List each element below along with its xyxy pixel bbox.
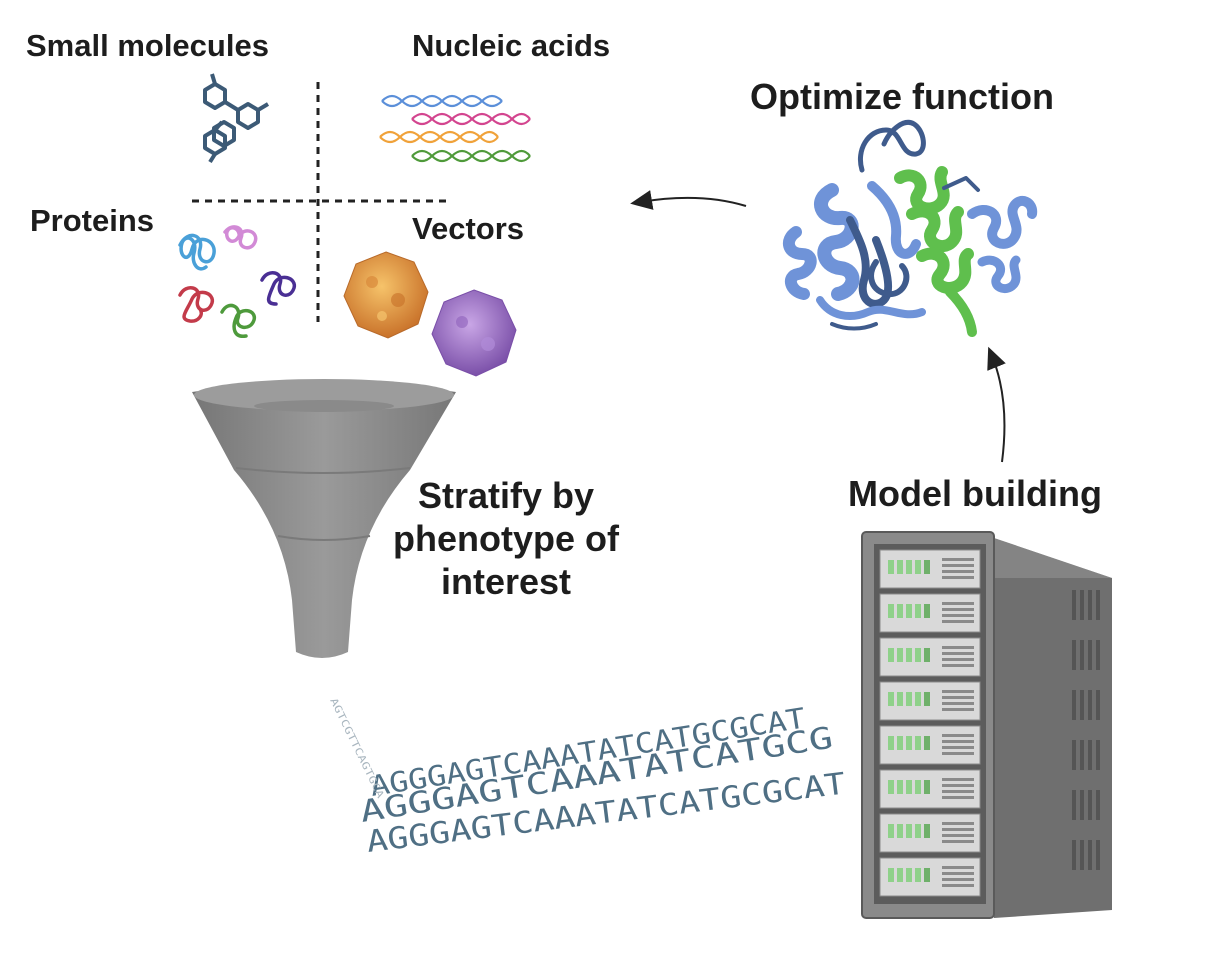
rack-vent [942, 752, 974, 755]
label-proteins: Proteins [30, 203, 155, 238]
rack-led [906, 780, 912, 794]
rack-vent [942, 884, 974, 887]
rack-vent [942, 740, 974, 743]
sequence-scatter: AGTCGTTCAGTGCA [327, 696, 385, 800]
rack-led [915, 824, 921, 838]
proteins-icon [178, 225, 296, 338]
rack-vent [942, 796, 974, 799]
rack-led [915, 780, 921, 794]
small-molecule-icon [203, 73, 270, 164]
rack-led [906, 736, 912, 750]
rack-led [915, 736, 921, 750]
rack-led [906, 824, 912, 838]
rack-vent [942, 790, 974, 793]
rack-vent [942, 702, 974, 705]
nucleic-acid-icon [379, 94, 531, 163]
rack-vent [942, 734, 974, 737]
rack-led [888, 692, 894, 706]
rack-led [897, 780, 903, 794]
vector-orange-icon [343, 251, 429, 339]
rack-vent [942, 558, 974, 561]
rack-led [897, 736, 903, 750]
rack-led [888, 648, 894, 662]
rack-vent [942, 696, 974, 699]
rack-led [897, 560, 903, 574]
rack-led [897, 692, 903, 706]
funnel-icon [192, 379, 456, 658]
rack-vent [942, 602, 974, 605]
rack-led [888, 868, 894, 882]
rack-led [906, 604, 912, 618]
label-optimize-function: Optimize function [750, 76, 1054, 117]
rack-vent [942, 828, 974, 831]
rack-led [915, 604, 921, 618]
rack-led [897, 868, 903, 882]
rack-vent [942, 576, 974, 579]
rack-vent [942, 570, 974, 573]
rack-vent [942, 620, 974, 623]
rack-led [924, 648, 930, 662]
rack-vent [942, 652, 974, 655]
rack-led [906, 692, 912, 706]
arrow-to-optimize [987, 346, 1006, 463]
rack-led [906, 648, 912, 662]
rack-vent [942, 866, 974, 869]
protein-structure-icon [782, 120, 1038, 337]
rack-led [906, 560, 912, 574]
label-stratify-line2: phenotype of [393, 518, 619, 560]
rack-vent [942, 614, 974, 617]
rack-led [915, 868, 921, 882]
rack-led [924, 824, 930, 838]
label-small-molecules: Small molecules [26, 28, 269, 63]
rack-led [888, 736, 894, 750]
label-stratify: Stratify by phenotype of interest [384, 474, 628, 604]
rack-led [915, 648, 921, 662]
server-rack-icon [861, 531, 1112, 919]
rack-led [906, 868, 912, 882]
rack-led [915, 692, 921, 706]
rack-led [915, 560, 921, 574]
rack-led [924, 868, 930, 882]
rack-vent [942, 878, 974, 881]
sequence-stream: AGGGAGTCAAATATCATGCGCAT AGGGAGTCAAATATCA… [327, 696, 847, 859]
rack-vent [942, 778, 974, 781]
rack-vent [942, 840, 974, 843]
label-nucleic-acids: Nucleic acids [412, 28, 611, 63]
rack-vent [942, 708, 974, 711]
rack-vent [942, 784, 974, 787]
rack-led [924, 692, 930, 706]
vector-purple-icon [431, 289, 517, 377]
rack-led [888, 824, 894, 838]
arrow-to-inputs [630, 190, 747, 210]
rack-led [924, 560, 930, 574]
label-model-building: Model building [848, 473, 1102, 514]
rack-led [924, 604, 930, 618]
label-stratify-line1: Stratify by [417, 475, 595, 516]
label-vectors: Vectors [412, 211, 525, 246]
rack-vent [942, 872, 974, 875]
rack-led [897, 604, 903, 618]
rack-led [924, 780, 930, 794]
rack-vent [942, 822, 974, 825]
rack-vent [942, 608, 974, 611]
rack-vent [942, 564, 974, 567]
rack-led [924, 736, 930, 750]
rack-vent [942, 746, 974, 749]
rack-led [888, 780, 894, 794]
rack-vent [942, 646, 974, 649]
rack-led [897, 648, 903, 662]
rack-led [888, 560, 894, 574]
rack-vent [942, 664, 974, 667]
rack-led [897, 824, 903, 838]
rack-led [888, 604, 894, 618]
rack-vent [942, 834, 974, 837]
rack-vent [942, 690, 974, 693]
rack-unit [879, 769, 981, 809]
label-stratify-line3: interest [440, 561, 572, 603]
rack-vent [942, 658, 974, 661]
